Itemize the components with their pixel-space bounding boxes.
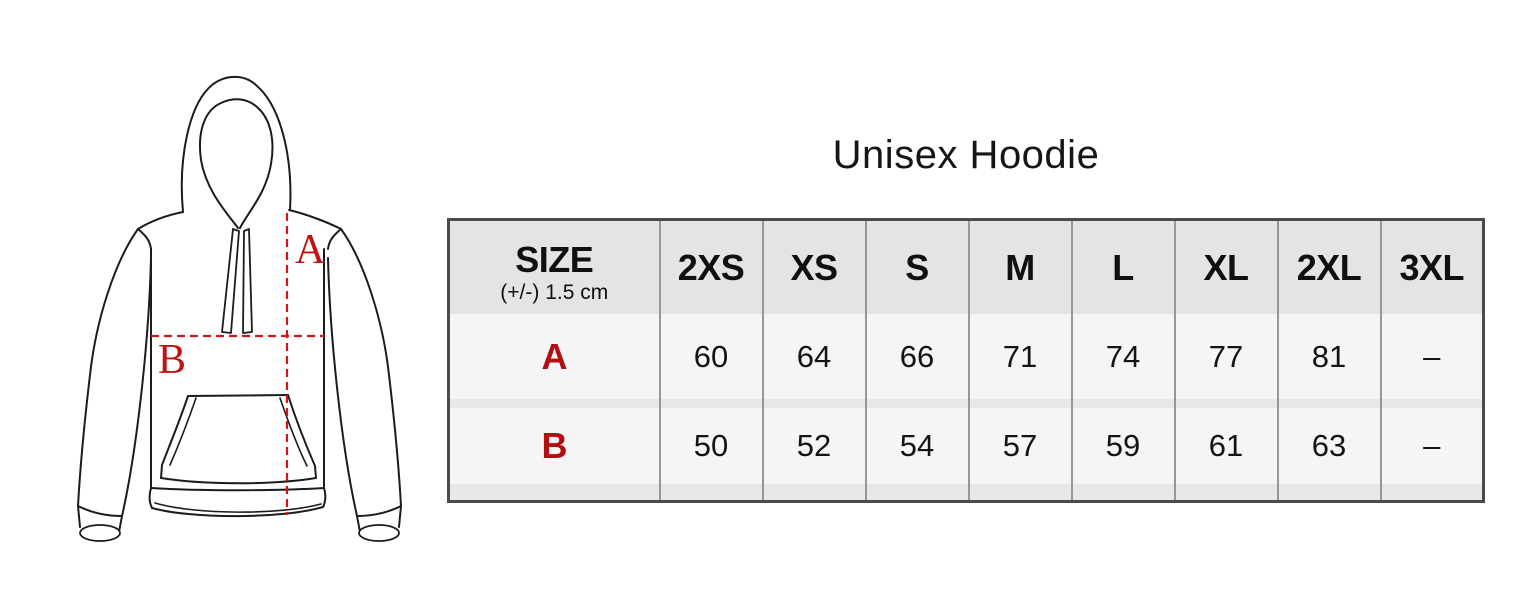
size-col-xs: XS [761,219,866,314]
drawstring-left [221,228,240,334]
row-label-b: B [448,408,660,484]
cell-a-m: 71 [967,314,1072,399]
cell-b-s: 54 [864,408,969,484]
cell-a-s: 66 [864,314,969,399]
table-header-row: SIZE (+/-) 1.5 cm 2XS XS S M L XL 2XL 3X… [448,219,1484,314]
pocket-right-opening [287,394,317,479]
sleeve-right-outer [340,228,402,507]
table-bottom-band [448,484,1484,502]
cell-a-xl: 77 [1173,314,1278,399]
cuff-right-top [356,505,402,517]
cell-b-3xl: – [1379,408,1484,484]
shoulder-right [288,209,342,230]
size-col-s: S [864,219,969,314]
sleeve-right-inner [327,257,358,517]
cuff-right-rim [358,524,400,542]
hood-outline [180,75,292,213]
sleeve-left-outer [77,228,139,507]
size-header-cell: SIZE (+/-) 1.5 cm [448,219,660,314]
measure-label-b: B [158,337,186,383]
measure-label-a: A [295,227,326,273]
cell-b-m: 57 [967,408,1072,484]
cell-b-xl: 61 [1173,408,1278,484]
sleeve-left-inner [121,257,152,517]
pocket-left-stitch [169,397,197,466]
armhole-left [137,228,152,250]
waistband-hem-line [154,502,322,513]
cell-a-2xs: 60 [658,314,763,399]
cell-a-xs: 64 [761,314,866,399]
size-header-label: SIZE [515,239,594,280]
hood-opening [199,98,274,229]
cell-a-2xl: 81 [1276,314,1381,399]
hoodie-diagram: A B [77,75,402,542]
pocket-right-stitch [279,397,308,467]
page-title: Unisex Hoodie [832,133,1100,177]
cell-a-3xl: – [1379,314,1484,399]
waistband-right-end [322,487,327,508]
cell-a-l: 74 [1070,314,1175,399]
armhole-right [327,228,342,250]
cuff-left-rim [79,524,121,542]
pocket-bottom [160,477,317,485]
cell-b-2xs: 50 [658,408,763,484]
size-col-l: L [1070,219,1175,314]
cell-b-2xl: 63 [1276,408,1381,484]
pocket-left-opening [160,395,189,479]
drawstring-right [242,228,253,334]
size-table: SIZE (+/-) 1.5 cm 2XS XS S M L XL 2XL 3X… [447,218,1485,503]
size-col-3xl: 3XL [1379,219,1484,314]
size-col-2xs: 2XS [658,219,763,314]
cuff-left-side-b [118,515,123,533]
size-tolerance-label: (+/-) 1.5 cm [500,281,609,304]
size-col-xl: XL [1173,219,1278,314]
size-col-2xl: 2XL [1276,219,1381,314]
cuff-left-side-a [77,505,81,528]
size-col-m: M [967,219,1072,314]
row-label-a: A [448,314,660,399]
cell-b-l: 59 [1070,408,1175,484]
pocket-top [187,394,289,397]
table-row-a: A 60 64 66 71 74 77 81 – [448,314,1484,399]
waistband-left-end [148,487,153,509]
waistband-top [150,487,325,492]
cuff-left-top [77,505,123,517]
waistband-bottom [151,506,324,518]
cuff-right-side-a [398,505,402,528]
shoulder-left [137,211,184,230]
row-divider [448,399,1484,408]
cuff-right-side-b [356,515,361,533]
cell-b-xs: 52 [761,408,866,484]
table-row-b: B 50 52 54 57 59 61 63 – [448,408,1484,484]
